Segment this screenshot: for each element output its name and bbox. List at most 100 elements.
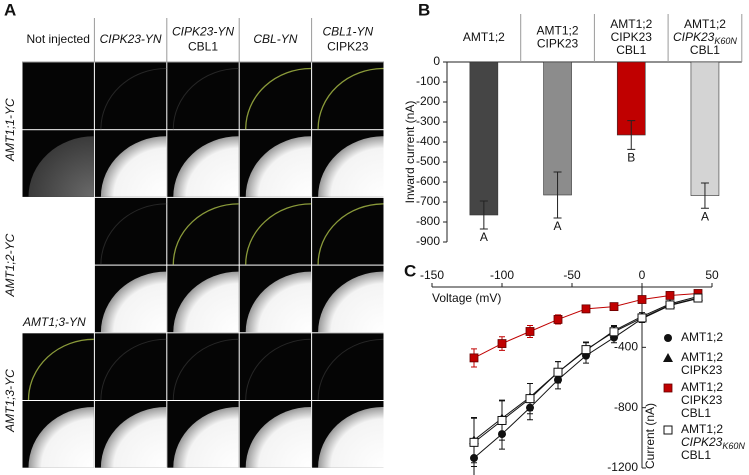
- significance-letter: B: [627, 151, 635, 165]
- marker: [497, 415, 507, 425]
- x-tick-label: -50: [563, 268, 581, 282]
- label-line: CBL1: [690, 43, 720, 57]
- label-line: CIPK23-YN: [100, 32, 162, 46]
- label-line: CBL1-YN: [322, 25, 373, 39]
- marker: [637, 295, 647, 304]
- oocyte: [245, 136, 312, 197]
- micrograph: [22, 333, 94, 400]
- label-line: CIPK23K60N: [673, 30, 737, 46]
- x-tick-label: 50: [705, 268, 719, 282]
- oocyte: [173, 271, 239, 333]
- oocyte: [100, 271, 167, 333]
- micrographs: [22, 62, 384, 468]
- panel-label: A: [4, 0, 16, 19]
- label-line: CBL-YN: [253, 32, 297, 46]
- oocyte: [318, 136, 384, 197]
- marker: [609, 327, 619, 337]
- micrograph: [239, 197, 312, 265]
- text-part: CIPK23: [681, 435, 723, 449]
- label-line: AMT1;2: [463, 30, 505, 44]
- marker: [581, 304, 591, 314]
- legend-marker: [664, 334, 672, 342]
- y-tick-label: -1200: [607, 460, 638, 474]
- inset-label: AMT1;3-YN: [22, 315, 86, 329]
- significance-letter: A: [480, 230, 488, 244]
- micrograph: [94, 333, 167, 400]
- y-tick-label: -500: [416, 154, 440, 168]
- micrograph: [94, 197, 167, 265]
- panel-label: C: [404, 261, 416, 280]
- y-tick-label: -800: [614, 400, 638, 414]
- oocyte: [245, 271, 312, 333]
- y-tick-label: -700: [416, 194, 440, 208]
- legend-marker: [663, 425, 673, 435]
- micrograph: [312, 62, 384, 130]
- label-line: Not injected: [27, 32, 90, 46]
- micrograph: [22, 62, 94, 130]
- label-line: AMT1;2: [610, 17, 652, 31]
- oocyte: [173, 407, 239, 468]
- micrograph: [94, 62, 167, 130]
- label-line: CIPK23: [681, 363, 723, 377]
- marker: [665, 291, 675, 300]
- micrograph: [167, 62, 239, 130]
- error-bar: [627, 120, 636, 150]
- x-tick-label: -100: [490, 268, 514, 282]
- label-line: AMT1;2: [681, 330, 723, 344]
- marker: [525, 327, 535, 336]
- oocyte: [100, 136, 167, 197]
- significance-letter: A: [701, 209, 709, 223]
- micrograph: [167, 197, 239, 265]
- fluorescence: [172, 338, 239, 401]
- marker: [553, 367, 563, 377]
- oocyte: [100, 407, 167, 468]
- fluorescence: [317, 338, 384, 401]
- fluorescence: [100, 203, 167, 265]
- micrograph: [312, 197, 384, 265]
- bar: [690, 61, 720, 196]
- label-line: CIPK23: [327, 40, 369, 54]
- row-label: AMT1;1-YC: [3, 98, 17, 162]
- y-axis-label: Current (nA): [643, 403, 657, 469]
- y-tick-label: -300: [416, 114, 440, 128]
- bar: [469, 61, 499, 216]
- label-line: CIPK23: [681, 393, 723, 407]
- error-bar: [700, 182, 709, 209]
- panel-label: B: [418, 0, 430, 19]
- fluorescence: [245, 67, 312, 130]
- text-part: K60N: [722, 441, 745, 451]
- label-line: AMT1;2: [681, 380, 723, 394]
- x-tick-label: 0: [639, 268, 646, 282]
- label-line: CIPK23: [537, 37, 579, 51]
- label-line: AMT1;2: [684, 17, 726, 31]
- text-part: CIPK23: [673, 30, 715, 44]
- oocyte: [28, 407, 94, 468]
- label-line: CBL1: [681, 448, 711, 462]
- micrograph: [239, 62, 312, 130]
- label-line: CBL1: [681, 406, 711, 420]
- label-line: CIPK23K60N: [681, 435, 745, 451]
- marker: [497, 339, 507, 348]
- micrograph: [312, 333, 384, 400]
- legend-marker: [663, 383, 673, 393]
- oocyte: [318, 407, 384, 468]
- fluorescence: [100, 68, 167, 130]
- y-tick-label: -100: [416, 74, 440, 88]
- text-part: K60N: [714, 36, 737, 46]
- y-tick-label: -800: [416, 214, 440, 228]
- marker: [609, 302, 619, 312]
- marker: [469, 353, 479, 363]
- label-line: CBL1: [188, 40, 218, 54]
- y-axis-label: Inward current (nA): [403, 101, 417, 204]
- label-line: AMT1;2: [537, 24, 579, 38]
- fluorescence: [317, 67, 384, 130]
- micrograph: [239, 333, 312, 400]
- row-label: AMT1;3-YC: [3, 369, 17, 433]
- y-tick-label: -200: [416, 94, 440, 108]
- fluorescence: [245, 338, 312, 401]
- fluorescence: [100, 338, 167, 401]
- fluorescence: [245, 203, 312, 265]
- marker: [637, 313, 647, 323]
- oocyte: [173, 136, 239, 197]
